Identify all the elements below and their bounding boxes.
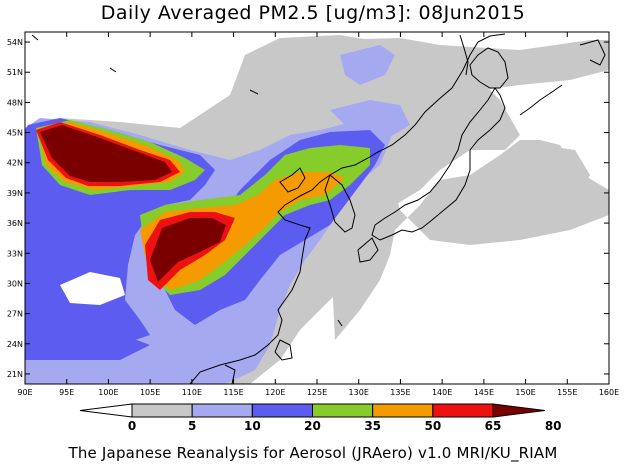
colorbar-segment — [432, 403, 494, 418]
colorbar-segment — [79, 403, 133, 418]
footer-credit: The Japanese Reanalysis for Aerosol (JRA… — [68, 444, 558, 462]
y-tick-label: 30N — [7, 279, 23, 288]
pm-level-10-20 — [330, 100, 410, 140]
x-tick-label: 95E — [59, 388, 74, 397]
x-tick-label: 130E — [349, 388, 369, 397]
colorbar-label: 5 — [188, 419, 196, 433]
x-tick-label: 155E — [557, 388, 577, 397]
x-tick-label: 145E — [474, 388, 494, 397]
x-tick-label: 100E — [98, 388, 118, 397]
colorbar-label: 10 — [244, 419, 261, 433]
pm-level-20-35 — [25, 320, 150, 360]
coastline — [25, 33, 506, 384]
pm-level-80-plus — [150, 218, 226, 282]
colorbar-segment — [492, 403, 546, 418]
x-tick-label: 150E — [515, 388, 535, 397]
y-tick-label: 39N — [7, 189, 23, 198]
x-tick-label: 110E — [182, 388, 202, 397]
y-tick-label: 42N — [7, 159, 23, 168]
y-tick-label: 51N — [7, 68, 23, 77]
x-tick-label: 90E — [17, 388, 32, 397]
x-tick-label: 115E — [223, 388, 243, 397]
x-tick-label: 120E — [265, 388, 285, 397]
x-axis: 90E 95E 100E 105E 110E 115E 120E 125E 130E 135E 14… — [17, 32, 619, 397]
map-title: Daily Averaged PM2.5 [ug/m3]: 08Jun2015 — [100, 2, 526, 24]
colorbar-segment — [372, 403, 434, 418]
y-tick-label: 36N — [7, 219, 23, 228]
x-tick-label: 105E — [140, 388, 160, 397]
concentration-field — [25, 33, 609, 384]
colorbar-segment — [251, 403, 313, 418]
y-tick-label: 21N — [7, 370, 23, 379]
y-tick-label: 48N — [7, 98, 23, 107]
x-tick-label: 125E — [307, 388, 327, 397]
y-tick-label: 54N — [7, 38, 23, 47]
pm-level-10-20 — [340, 45, 395, 85]
pm-level-5-10 — [540, 145, 590, 195]
y-tick-label: 24N — [7, 340, 23, 349]
x-tick-label: 160E — [599, 388, 619, 397]
japan-coastline — [31, 34, 606, 327]
colorbar-label: 50 — [424, 419, 441, 433]
pm-level-0-5 — [60, 272, 125, 305]
colorbar-label: 35 — [364, 419, 381, 433]
y-tick-label: 33N — [7, 249, 23, 258]
y-axis: 21N 24N 27N 30N 33N 36N 39N 42N 45N 48N 51N 54N — [7, 38, 609, 379]
colorbar: 0 5 10 20 35 50 65 80 — [79, 403, 562, 433]
y-tick-label: 45N — [7, 129, 23, 138]
colorbar-label: 0 — [128, 419, 136, 433]
colorbar-label: 80 — [545, 419, 562, 433]
x-tick-label: 140E — [432, 388, 452, 397]
colorbar-segment — [312, 403, 374, 418]
colorbar-label: 65 — [485, 419, 502, 433]
colorbar-segment — [191, 403, 253, 418]
pm-level-80-plus — [40, 125, 172, 182]
x-tick-label: 135E — [390, 388, 410, 397]
colorbar-segment — [131, 403, 193, 418]
colorbar-label: 20 — [304, 419, 321, 433]
y-tick-label: 27N — [7, 310, 23, 319]
